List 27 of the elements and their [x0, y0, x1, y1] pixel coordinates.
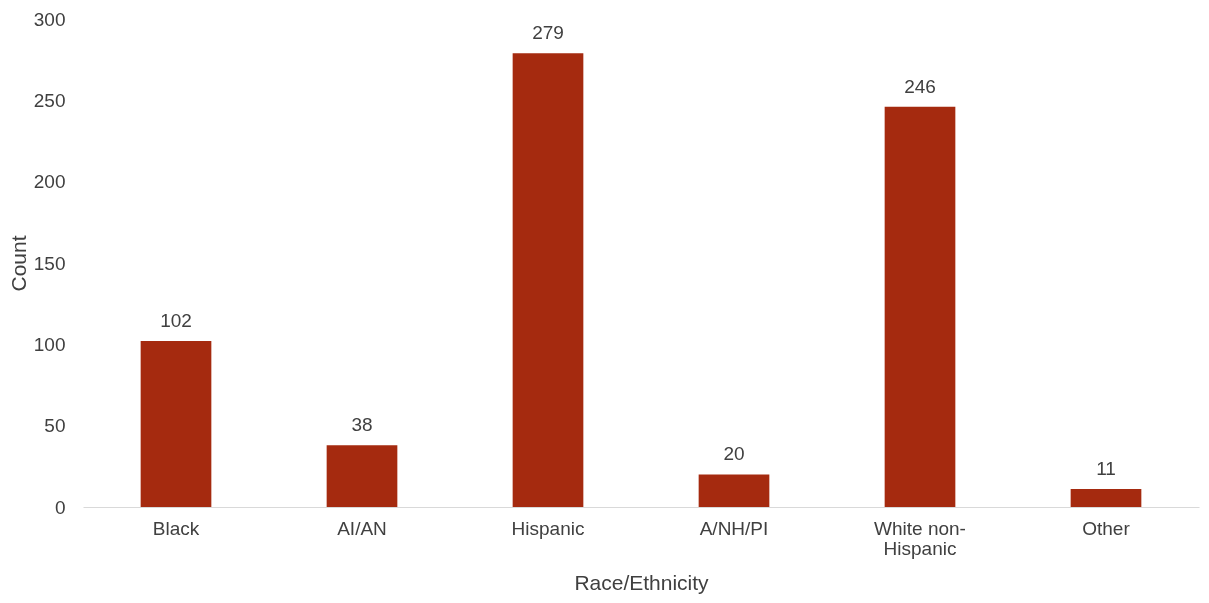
bar: [326, 445, 398, 507]
y-tick-label: 150: [33, 252, 66, 274]
x-tick-label: Hispanic: [511, 517, 585, 539]
x-tick-label: White non-Hispanic: [874, 517, 966, 559]
y-tick-label: 50: [44, 415, 66, 437]
y-tick-label: 0: [54, 496, 66, 518]
y-tick-label: 200: [33, 171, 66, 193]
data-label: 102: [160, 310, 192, 332]
data-label: 11: [1096, 458, 1116, 480]
y-tick-label: 250: [33, 89, 66, 111]
y-tick-label: 100: [33, 333, 66, 355]
bar: [512, 53, 584, 507]
bar: [1070, 489, 1142, 507]
y-axis-title: Count: [6, 235, 30, 292]
x-tick-label: AI/AN: [337, 517, 387, 539]
data-label: 20: [723, 443, 745, 465]
data-label: 38: [351, 414, 373, 436]
x-tick-label: Other: [1082, 517, 1131, 539]
x-tick-label: Black: [152, 517, 200, 539]
x-tick-label: A/NH/PI: [699, 517, 769, 539]
data-label: 246: [904, 75, 936, 97]
bar: [884, 106, 956, 507]
bar: [698, 474, 770, 507]
x-axis-title: Race/Ethnicity: [574, 570, 710, 594]
bar: [140, 341, 212, 507]
y-tick-label: 300: [33, 8, 66, 30]
data-label: 279: [532, 22, 564, 44]
